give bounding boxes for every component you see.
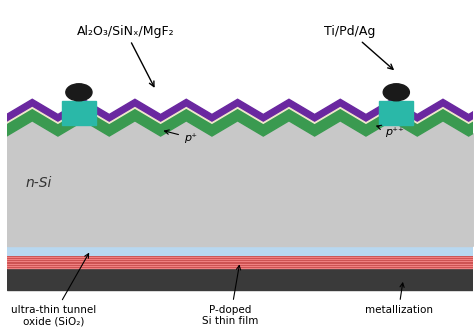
Text: p⁺: p⁺: [164, 130, 197, 142]
Text: P-doped
Si thin film: P-doped Si thin film: [202, 265, 259, 327]
Polygon shape: [7, 99, 474, 121]
Text: Ti/Pd/Ag: Ti/Pd/Ag: [324, 25, 393, 69]
Polygon shape: [7, 108, 474, 136]
Text: p⁺⁺: p⁺⁺: [377, 125, 403, 136]
Bar: [7, 255, 474, 268]
Circle shape: [383, 84, 410, 101]
Bar: [7, 268, 474, 290]
Text: n-Si: n-Si: [25, 176, 52, 190]
Circle shape: [66, 84, 92, 101]
Bar: [7, 246, 474, 255]
Bar: [7, 136, 474, 246]
Polygon shape: [7, 106, 474, 123]
Text: Al₂O₃/SiNₓ/MgF₂: Al₂O₃/SiNₓ/MgF₂: [77, 25, 174, 87]
Text: ultra-thin tunnel
oxide (SiO₂): ultra-thin tunnel oxide (SiO₂): [10, 254, 96, 327]
Bar: [62, 101, 96, 125]
Bar: [380, 101, 413, 125]
Text: metallization: metallization: [365, 283, 433, 315]
